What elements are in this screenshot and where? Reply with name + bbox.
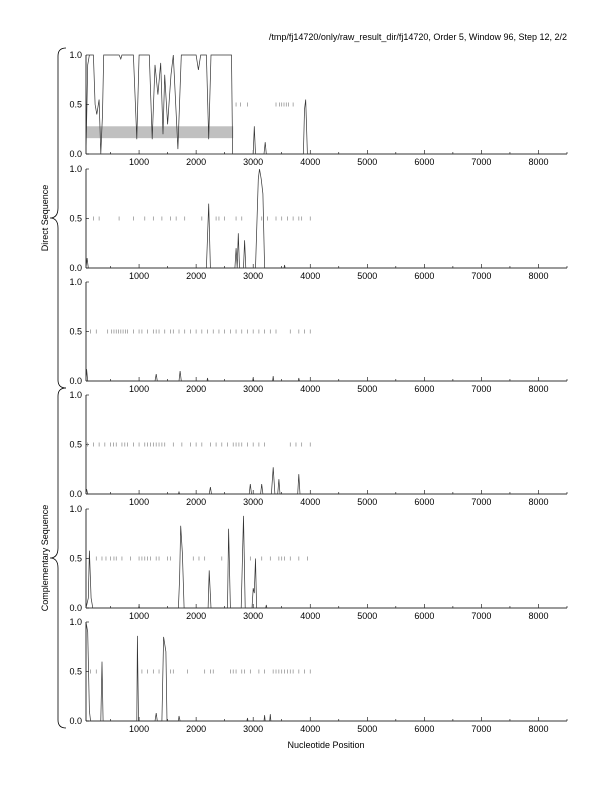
coding-potential-line bbox=[85, 621, 567, 722]
direct-sequence-group: Direct Sequence bbox=[40, 47, 67, 389]
x-tick-label: 1000 bbox=[129, 384, 149, 394]
x-tick-label: 1000 bbox=[129, 611, 149, 621]
y-tick-label: 0.0 bbox=[69, 263, 82, 273]
x-tick-label: 3000 bbox=[243, 724, 263, 734]
x-tick-label: 3000 bbox=[243, 497, 263, 507]
x-tick-label: 1000 bbox=[129, 497, 149, 507]
x-tick-label: 7000 bbox=[471, 157, 491, 167]
x-tick-label: 3000 bbox=[243, 384, 263, 394]
panel-2: 0.0 0.5 1.0 1000 2000 3000 4000 5000 6000 7000 800… bbox=[69, 164, 568, 281]
x-tick-label: 4000 bbox=[300, 384, 320, 394]
direct-sequence-label: Direct Sequence bbox=[40, 185, 50, 252]
x-tick-label: 7000 bbox=[471, 611, 491, 621]
x-tick-label: 8000 bbox=[528, 157, 548, 167]
y-tick-label: 0.0 bbox=[69, 149, 82, 159]
x-tick-label: 1000 bbox=[129, 157, 149, 167]
panel-6: 0.0 0.5 1.0 1000 2000 3000 4000 5000 6000 7000 800… bbox=[69, 617, 568, 734]
x-tick-label: 5000 bbox=[357, 271, 377, 281]
x-tick-label: 7000 bbox=[471, 724, 491, 734]
x-tick-label: 2000 bbox=[186, 611, 206, 621]
x-tick-label: 6000 bbox=[414, 724, 434, 734]
coding-potential-line bbox=[85, 54, 567, 155]
coding-potential-line bbox=[85, 515, 567, 609]
x-tick-label: 7000 bbox=[471, 497, 491, 507]
panel-4: 0.0 0.5 1.0 1000 2000 3000 4000 5000 6000 7000 800… bbox=[69, 390, 568, 507]
x-axis-label: Nucleotide Position bbox=[287, 740, 364, 750]
x-tick-label: 5000 bbox=[357, 497, 377, 507]
x-tick-label: 8000 bbox=[528, 384, 548, 394]
y-tick-label: 0.5 bbox=[69, 214, 82, 224]
coding-potential-line bbox=[85, 168, 567, 269]
y-tick-label: 0.5 bbox=[69, 100, 82, 110]
y-tick-label: 0.5 bbox=[69, 667, 82, 677]
y-tick-label: 0.0 bbox=[69, 489, 82, 499]
y-tick-label: 0.0 bbox=[69, 376, 82, 386]
x-tick-label: 2000 bbox=[186, 724, 206, 734]
panel-1: 0.0 0.5 1.0 1000 2000 3000 4000 5000 6000 7000 800… bbox=[69, 50, 568, 167]
x-tick-label: 6000 bbox=[414, 611, 434, 621]
x-tick-label: 2000 bbox=[186, 384, 206, 394]
y-tick-label: 0.5 bbox=[69, 554, 82, 564]
panel-5: 0.0 0.5 1.0 1000 2000 3000 4000 5000 6000 7000 800… bbox=[69, 504, 568, 621]
complementary-sequence-brace bbox=[49, 387, 67, 729]
x-tick-label: 1000 bbox=[129, 724, 149, 734]
y-tick-label: 1.0 bbox=[69, 390, 82, 400]
x-tick-label: 5000 bbox=[357, 611, 377, 621]
x-tick-label: 3000 bbox=[243, 611, 263, 621]
y-tick-label: 1.0 bbox=[69, 164, 82, 174]
x-tick-label: 4000 bbox=[300, 611, 320, 621]
y-tick-label: 0.0 bbox=[69, 603, 82, 613]
y-tick-label: 0.0 bbox=[69, 716, 82, 726]
x-tick-label: 5000 bbox=[357, 384, 377, 394]
highlight-bar bbox=[86, 126, 234, 139]
x-tick-label: 8000 bbox=[528, 724, 548, 734]
x-tick-label: 8000 bbox=[528, 497, 548, 507]
x-tick-label: 5000 bbox=[357, 157, 377, 167]
x-tick-label: 2000 bbox=[186, 157, 206, 167]
x-tick-label: 4000 bbox=[300, 157, 320, 167]
y-tick-label: 1.0 bbox=[69, 617, 82, 627]
x-tick-label: 1000 bbox=[129, 271, 149, 281]
x-tick-label: 3000 bbox=[243, 271, 263, 281]
x-tick-label: 2000 bbox=[186, 497, 206, 507]
x-tick-label: 6000 bbox=[414, 157, 434, 167]
x-tick-label: 8000 bbox=[528, 611, 548, 621]
coding-potential-line bbox=[85, 467, 567, 495]
x-tick-label: 2000 bbox=[186, 271, 206, 281]
y-tick-label: 1.0 bbox=[69, 277, 82, 287]
complementary-sequence-label: Complementary Sequence bbox=[40, 505, 50, 612]
coding-potential-line bbox=[85, 369, 567, 382]
x-tick-label: 7000 bbox=[471, 271, 491, 281]
direct-sequence-brace bbox=[49, 47, 67, 389]
y-tick-label: 0.5 bbox=[69, 440, 82, 450]
x-tick-label: 6000 bbox=[414, 497, 434, 507]
x-tick-label: 4000 bbox=[300, 271, 320, 281]
panel-3: 0.0 0.5 1.0 1000 2000 3000 4000 5000 6000 7000 800… bbox=[69, 277, 568, 394]
x-tick-label: 5000 bbox=[357, 724, 377, 734]
chart-title: /tmp/fj14720/only/raw_result_dir/fj14720… bbox=[269, 32, 567, 42]
x-tick-label: 6000 bbox=[414, 384, 434, 394]
y-tick-label: 0.5 bbox=[69, 327, 82, 337]
y-tick-label: 1.0 bbox=[69, 504, 82, 514]
x-tick-label: 3000 bbox=[243, 157, 263, 167]
x-tick-label: 4000 bbox=[300, 724, 320, 734]
complementary-sequence-group: Complementary Sequence bbox=[40, 387, 67, 729]
x-tick-label: 7000 bbox=[471, 384, 491, 394]
x-tick-label: 6000 bbox=[414, 271, 434, 281]
y-tick-label: 1.0 bbox=[69, 50, 82, 60]
x-tick-label: 8000 bbox=[528, 271, 548, 281]
x-tick-label: 4000 bbox=[300, 497, 320, 507]
